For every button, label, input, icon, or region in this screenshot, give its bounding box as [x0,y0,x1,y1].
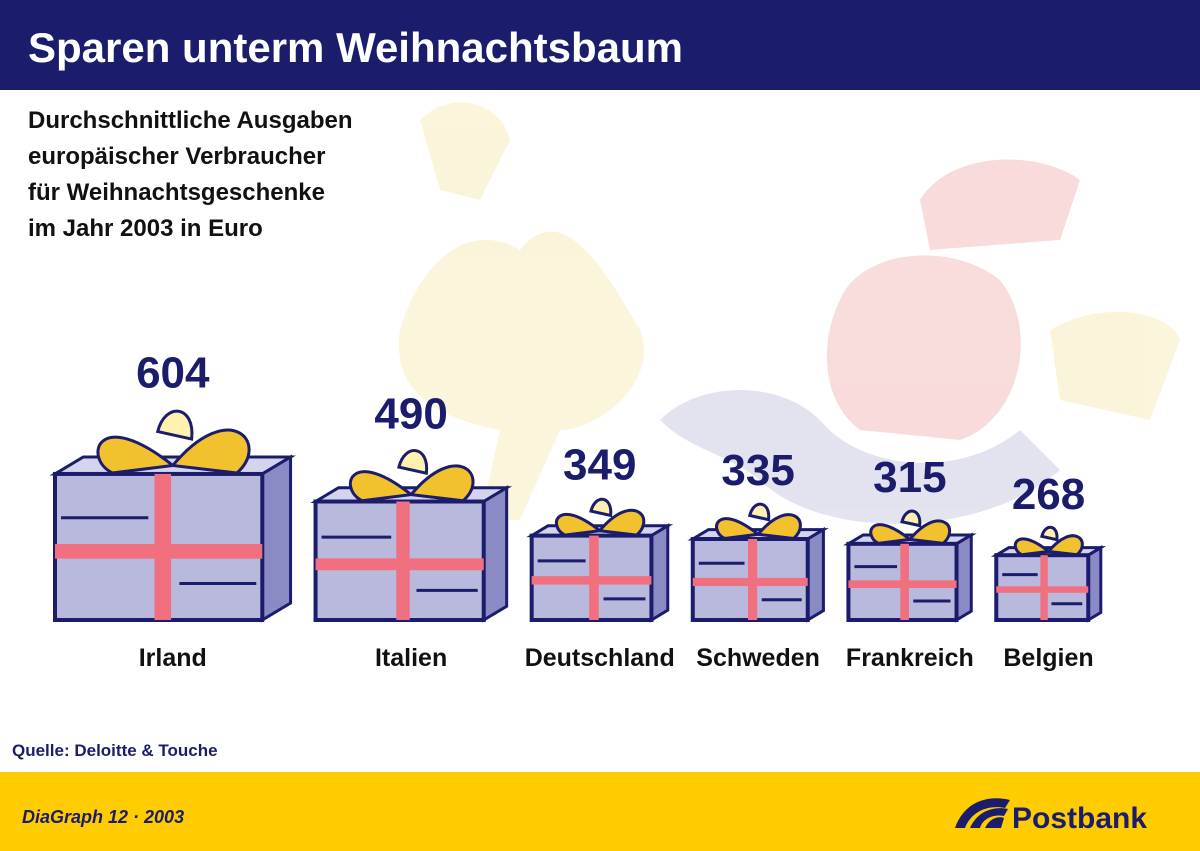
bow [169,428,251,475]
gift-box [310,449,513,623]
subtitle: für Weihnachtsgeschenke [28,179,325,206]
bow [900,509,922,528]
bow [96,435,177,475]
chart-title: Sparen unterm Weihnachtsbaum [28,24,683,71]
subtitle: europäischer Verbraucher [28,143,325,170]
value-label: 604 [136,348,210,397]
category-label: Belgien [1003,644,1093,672]
value-label: 490 [374,390,447,439]
ribbon [315,558,484,571]
bow [589,497,613,518]
value-label: 268 [1012,470,1085,519]
bow [348,470,415,503]
bow [1045,534,1084,557]
category-label: Irland [139,644,207,672]
bow [715,517,762,541]
gift-box [526,497,674,623]
bow [555,512,604,537]
gift-side [955,532,973,623]
category-label: Schweden [696,644,820,672]
gift-shade [537,559,646,601]
gift-shade [1002,573,1083,606]
subtitle: im Jahr 2003 in Euro [28,215,263,242]
value-label: 335 [721,446,794,495]
gift-side [482,485,509,623]
bow [747,502,771,522]
category-label: Frankreich [846,644,974,672]
brand: Postbank [1012,802,1147,835]
gift-shade [321,535,478,592]
category-label: Deutschland [525,644,675,672]
ribbon [55,544,263,559]
ribbon [848,580,957,589]
gift-shade [854,565,951,603]
bow [1040,525,1059,542]
bow [408,464,475,503]
value-label: 315 [873,453,946,502]
gift-side [649,523,670,623]
header-bar [0,0,1200,90]
ribbon [531,576,652,585]
gift-box [49,409,296,623]
category-label: Italien [375,644,447,672]
gift-box [843,509,977,623]
bow [155,409,194,441]
bow [906,519,952,545]
ribbon [692,577,808,586]
ribbon [996,586,1089,593]
bow [869,523,914,545]
gift-side [260,454,293,623]
gift-shade [698,561,802,602]
bow [755,513,802,541]
value-label: 349 [563,441,636,490]
subtitle: Durchschnittliche Ausgaben [28,107,353,134]
gift-box [990,525,1107,623]
bow [397,449,428,476]
decoration [398,102,1180,524]
gift-side [806,526,825,623]
brand-logo [955,798,1010,828]
footer-label: DiaGraph 12 · 2003 [22,807,184,827]
bow [596,508,646,537]
gift-box [687,502,829,623]
gift-shade [61,516,257,585]
source: Quelle: Deloitte & Touche [12,741,218,760]
bow [1013,537,1053,557]
